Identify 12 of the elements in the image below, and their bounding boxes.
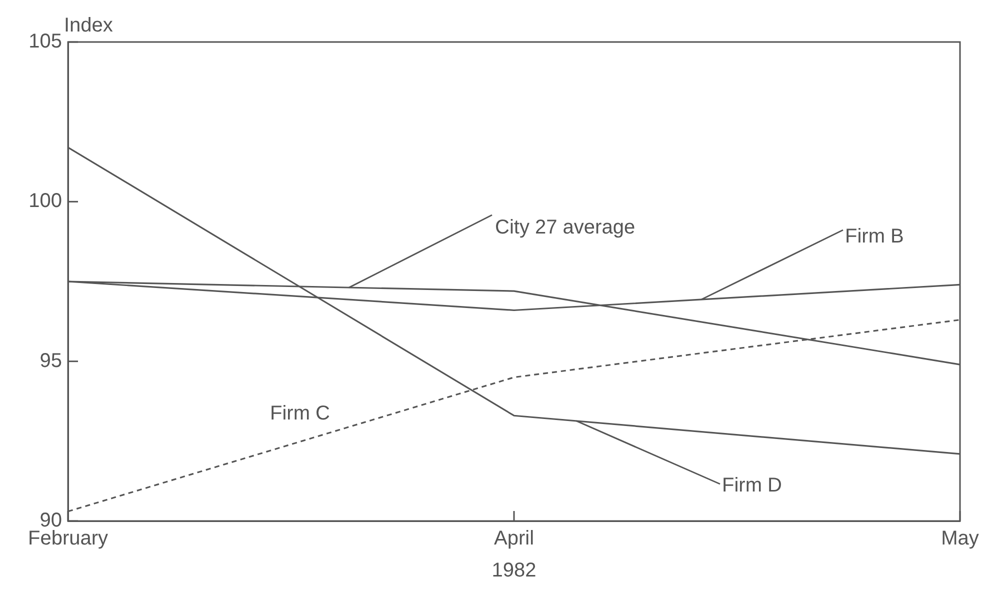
text: City 27 average [495,216,636,239]
y-tick-label: 105 [28,30,62,53]
series-label: Firm D [722,474,782,497]
x-tick-label: April [494,528,534,550]
x-tick-label: February [28,528,108,550]
y-tick-label: 100 [28,190,62,212]
y-tick-label: 95 [40,350,62,372]
text: Firm B [845,226,904,248]
series-label: Firm C [270,402,330,425]
y-axis-title: Index [64,14,113,37]
x-tick-label: May [941,528,979,550]
x-axis-title: 1982 [492,560,536,582]
